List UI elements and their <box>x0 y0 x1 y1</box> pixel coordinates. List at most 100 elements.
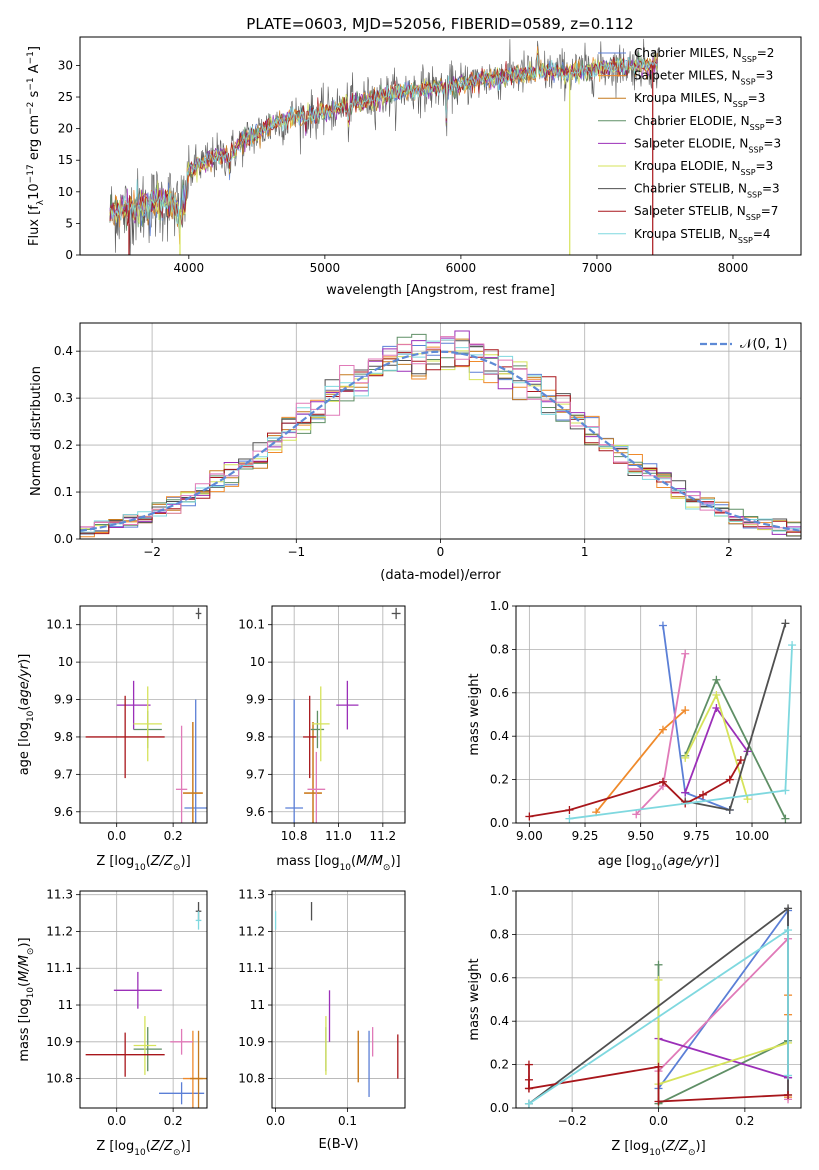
legend-sub: SSP <box>750 122 765 131</box>
y-tick-label: 10.1 <box>238 618 265 632</box>
x-tick-label: 0.2 <box>164 1114 183 1128</box>
series-line-pink <box>657 936 789 1100</box>
y-tick-label: 0.2 <box>490 1058 509 1072</box>
y-tick-label: 0.4 <box>490 729 509 743</box>
y-tick-label: 1.0 <box>490 884 509 898</box>
legend-entry: 𝒩(0, 1) <box>740 337 787 352</box>
label-part: 10 <box>134 863 146 873</box>
y-tick-label: 9.9 <box>246 693 265 707</box>
x-tick-label: 2 <box>725 545 733 559</box>
label-part: −1 <box>26 51 36 64</box>
spectrum-line-salpeter-elodie <box>109 56 658 234</box>
axes-frame <box>79 890 208 1109</box>
y-tick-label: 20 <box>58 122 73 136</box>
label-part: )] <box>181 854 191 869</box>
x-axis-label: E(B-V) <box>318 1137 358 1152</box>
label-part: Z [log <box>96 1139 134 1154</box>
label-part: −2 <box>26 102 36 115</box>
label-part: −1 <box>26 77 36 90</box>
axes-frame <box>271 890 406 1109</box>
label-part: ( <box>662 854 667 869</box>
x-tick-label: 0.0 <box>266 1114 285 1128</box>
x-axis-label: Z [log10(Z/Z⊙)] <box>96 854 190 873</box>
spectrum-line-salpeter-stelib <box>109 53 658 226</box>
x-tick-label: −0.2 <box>558 1114 587 1128</box>
legend-sub: SSP <box>747 190 762 199</box>
x-tick-label: 7000 <box>582 261 613 275</box>
legend-entry: Salpeter MILES, NSSP=3 <box>634 69 773 87</box>
legend-text: Kroupa ELODIE, N <box>634 159 741 173</box>
residuals-panel: −2 −1 0 1 2 0.0 0.1 0.2 0.3 0.4 𝒩(0, 1) (data-model… <box>29 322 802 583</box>
y-tick-label: 0.3 <box>54 391 73 405</box>
x-axis-label: (data-model)/error <box>380 568 501 583</box>
plot-area <box>85 902 207 1108</box>
massweight-vs-age-panel: 9.00 9.25 9.50 9.75 10.00 0.0 0.2 0.4 0.6 0.8 1.0 a… <box>467 599 802 873</box>
x-axis-label: mass [log10(M/M⊙)] <box>276 854 400 873</box>
y-tick-label: 0.8 <box>490 642 509 656</box>
legend-entry: Kroupa ELODIE, NSSP=3 <box>634 159 773 177</box>
y-tick-label: 0.1 <box>54 485 73 499</box>
label-part: )] <box>181 1139 191 1154</box>
legend-entry: Salpeter STELIB, NSSP=7 <box>634 204 778 222</box>
y-tick-label: 0.4 <box>54 344 73 358</box>
label-part: s <box>27 90 42 101</box>
label-part: )] <box>390 854 400 869</box>
series-line-chabrier-elodie <box>657 964 789 1106</box>
x-axis-label: Z [log10(Z/Z⊙)] <box>611 1139 705 1158</box>
x-tick-label: 6000 <box>446 261 477 275</box>
y-tick-label: 9.8 <box>54 730 73 744</box>
label-part: )] <box>17 937 32 947</box>
y-tick-label: 11.1 <box>46 961 73 975</box>
legend-tail: =3 <box>756 159 774 173</box>
series-line-kroupa-stelib <box>569 645 793 820</box>
histogram-pink <box>80 336 801 539</box>
y-tick-label: 9.7 <box>54 767 73 781</box>
y-tick-label: 10.9 <box>238 1035 265 1049</box>
label-part: ⊙ <box>383 863 391 873</box>
plot-area <box>274 902 399 1097</box>
legend-tail: =3 <box>748 91 766 105</box>
label-part: ⊙ <box>173 863 181 873</box>
spectrum-line-chabrier-miles <box>109 54 658 237</box>
y-tick-label: 0.8 <box>490 927 509 941</box>
y-axis-label: mass weight <box>467 958 482 1040</box>
legend-entry: Chabrier STELIB, NSSP=3 <box>634 182 780 200</box>
y-tick-label: 9.8 <box>246 730 265 744</box>
y-axis-label: Normed distribution <box>29 366 44 496</box>
label-part: 10 <box>134 1148 146 1158</box>
label-part: )] <box>17 654 32 664</box>
y-tick-label: 25 <box>58 90 73 104</box>
y-axis-label: Flux [fλ10−17 erg cm−2 s−1 A−1] <box>26 46 46 246</box>
y-tick-label: 10.9 <box>46 1035 73 1049</box>
label-part: )] <box>696 1139 706 1154</box>
label-part: M/M <box>356 854 383 869</box>
y-tick-label: 9.9 <box>54 693 73 707</box>
legend-sub: SSP <box>748 145 763 154</box>
label-part: ⊙ <box>688 1148 696 1158</box>
y-tick-label: 10 <box>250 655 265 669</box>
y-tick-label: 1.0 <box>490 599 509 613</box>
x-axis-label: Z [log10(Z/Z⊙)] <box>96 1139 190 1158</box>
y-tick-label: 10 <box>58 185 73 199</box>
y-tick-label: 0.0 <box>54 532 73 546</box>
axes-frame <box>79 322 802 540</box>
legend-tail: =3 <box>756 69 774 83</box>
legend-entry: Kroupa STELIB, NSSP=4 <box>634 227 771 245</box>
legend-sub: SSP <box>746 213 761 222</box>
label-part: −17 <box>26 164 36 183</box>
label-part: ( <box>17 982 32 987</box>
x-tick-label: −1 <box>287 545 305 559</box>
y-tick-label: 11.3 <box>238 888 265 902</box>
label-part: M/M <box>17 955 32 982</box>
label-part: 10 <box>27 183 42 200</box>
label-part: Z/Z <box>150 1139 174 1154</box>
y-tick-label: 9.6 <box>246 805 265 819</box>
legend-sub: SSP <box>741 77 756 86</box>
axes-frame <box>271 605 406 824</box>
legend-tail: =7 <box>761 204 779 218</box>
x-tick-label: 0.0 <box>107 829 126 843</box>
x-tick-label: 11.0 <box>325 829 352 843</box>
legend-entry: Chabrier ELODIE, NSSP=3 <box>634 114 782 132</box>
